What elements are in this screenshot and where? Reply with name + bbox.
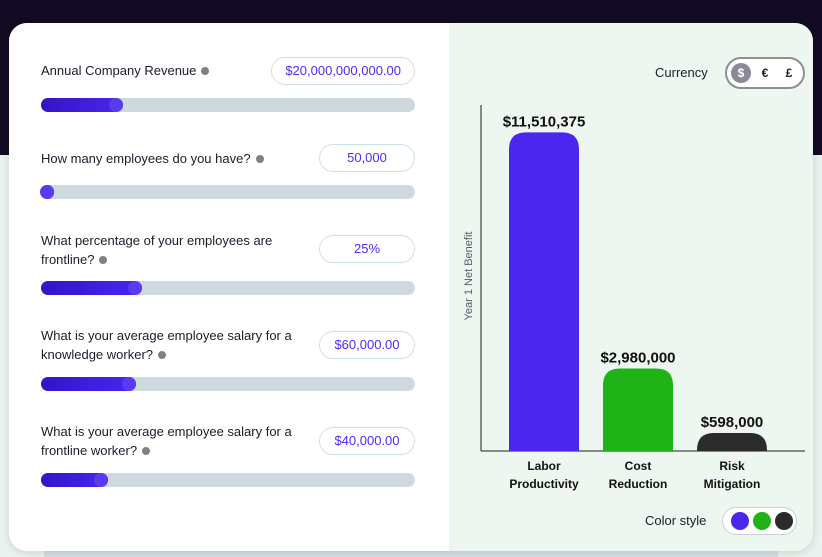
color-swatch-green[interactable]: [753, 512, 771, 530]
category-label: Reduction: [609, 477, 668, 491]
bar-value-label: $598,000: [701, 414, 764, 431]
knowledge-salary-slider[interactable]: [41, 377, 415, 391]
frontline-percentage-slider[interactable]: [41, 281, 415, 295]
currency-dollar-option[interactable]: $: [731, 63, 751, 83]
frontline-percentage-label: What percentage of your employees are fr…: [41, 233, 273, 267]
info-icon[interactable]: [158, 350, 167, 359]
slider-fill: [41, 473, 108, 487]
benefit-bar-chart: Year 1 Net Benefit $11,510,375 Labor Produc…: [463, 105, 805, 491]
currency-euro-option[interactable]: €: [761, 66, 769, 80]
frontline-salary-label: What is your average employee salary for…: [41, 424, 292, 458]
inputs-panel: Annual Company Revenue $20,000,000,000.0…: [9, 23, 449, 551]
color-swatch-dark[interactable]: [775, 512, 793, 530]
category-label: Labor: [527, 459, 561, 473]
slider-thumb[interactable]: [40, 185, 54, 199]
slider-thumb[interactable]: [122, 377, 136, 391]
y-axis-label: Year 1 Net Benefit: [463, 232, 475, 321]
color-style-toggle: [722, 507, 797, 535]
knowledge-salary-input[interactable]: $60,000.00: [319, 331, 415, 359]
bar-value-label: $2,980,000: [600, 350, 675, 367]
info-icon[interactable]: [201, 66, 210, 75]
color-swatch-blue[interactable]: [731, 512, 749, 530]
revenue-label: Annual Company Revenue: [41, 61, 311, 80]
category-label: Risk: [719, 459, 745, 473]
currency-pound-option[interactable]: £: [785, 66, 793, 80]
bar-0: [509, 132, 579, 451]
currency-toggle: $ € £: [725, 57, 805, 89]
currency-label: Currency: [655, 65, 708, 80]
slider-thumb[interactable]: [94, 473, 108, 487]
calculator-card: Annual Company Revenue $20,000,000,000.0…: [9, 23, 813, 551]
category-label: Cost: [625, 459, 652, 473]
bar-2: [697, 433, 767, 451]
frontline-salary-input[interactable]: $40,000.00: [319, 427, 415, 455]
results-panel: Currency $ € £ Year 1 Net Benefit $11,510…: [449, 23, 813, 551]
employees-input[interactable]: 50,000: [319, 144, 415, 172]
bar-1: [603, 368, 673, 451]
slider-fill: [41, 377, 136, 391]
slider-fill: [41, 98, 123, 112]
slider-thumb[interactable]: [109, 98, 123, 112]
category-label: Mitigation: [704, 477, 761, 491]
info-icon[interactable]: [255, 154, 264, 163]
frontline-percentage-input[interactable]: 25%: [319, 235, 415, 263]
color-style-label: Color style: [645, 513, 707, 528]
knowledge-salary-label: What is your average employee salary for…: [41, 328, 292, 362]
slider-thumb[interactable]: [128, 281, 142, 295]
info-icon[interactable]: [142, 446, 151, 455]
employees-slider[interactable]: [40, 185, 415, 199]
revenue-slider[interactable]: [41, 98, 415, 112]
info-icon[interactable]: [99, 255, 108, 264]
revenue-input[interactable]: $20,000,000,000.00: [271, 57, 415, 85]
category-label: Productivity: [509, 477, 579, 491]
employees-label: How many employees do you have?: [41, 149, 311, 168]
bar-value-label: $11,510,375: [503, 113, 586, 130]
frontline-salary-slider[interactable]: [41, 473, 415, 487]
slider-fill: [41, 281, 142, 295]
